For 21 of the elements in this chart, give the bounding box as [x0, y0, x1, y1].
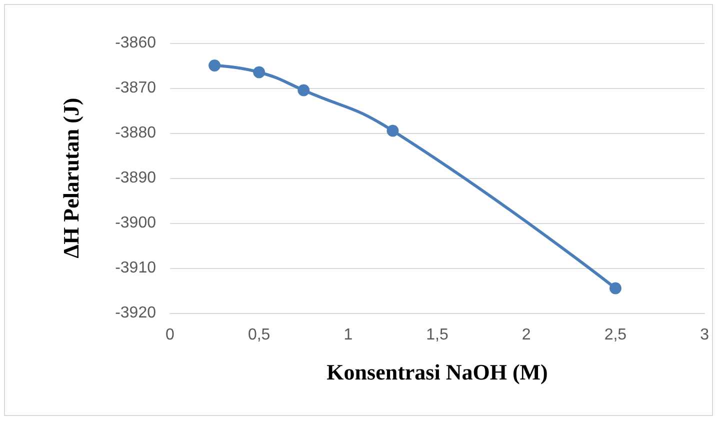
- x-tick-label: 2: [522, 326, 531, 344]
- y-tick-label: -3880: [115, 124, 156, 142]
- y-tick-label: -3920: [115, 304, 156, 322]
- point: [609, 282, 622, 294]
- point: [298, 84, 310, 96]
- point: [386, 124, 399, 137]
- x-tick-label: 0,5: [248, 326, 270, 344]
- x-axis-title: Konsentrasi NaOH (M): [326, 360, 548, 384]
- x-tick-label: 0: [166, 326, 175, 344]
- y-tick-label: -3890: [115, 170, 156, 186]
- y-tick-label: -3910: [115, 260, 156, 276]
- y-tick-label: -3870: [115, 80, 156, 96]
- point: [208, 60, 221, 72]
- point: [253, 66, 266, 78]
- x-tick-label: 2,5: [604, 326, 627, 344]
- x-tick-label: 1,5: [426, 326, 448, 344]
- x-tick-label: 1: [344, 326, 353, 344]
- y-tick-label: -3860: [115, 34, 156, 52]
- y-axis-title: ΔH Pelarutan (J): [58, 98, 84, 258]
- x-tick-label: 3: [700, 326, 710, 344]
- y-tick-label: -3900: [115, 214, 156, 232]
